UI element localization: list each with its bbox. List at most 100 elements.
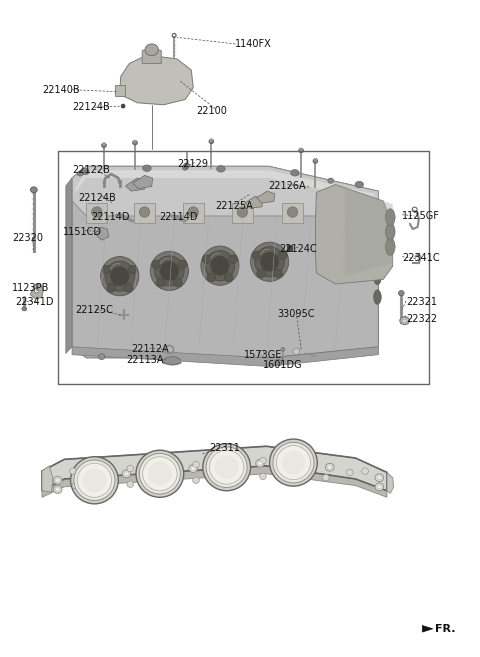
Ellipse shape xyxy=(136,450,184,497)
Ellipse shape xyxy=(229,255,238,263)
Text: 22140B: 22140B xyxy=(42,85,80,95)
Text: 22114D: 22114D xyxy=(159,212,197,222)
Ellipse shape xyxy=(327,465,332,469)
Ellipse shape xyxy=(74,460,115,501)
Ellipse shape xyxy=(260,457,266,464)
Polygon shape xyxy=(30,284,43,299)
Ellipse shape xyxy=(56,487,60,491)
Ellipse shape xyxy=(53,486,62,493)
Ellipse shape xyxy=(362,468,368,474)
Text: 1140FX: 1140FX xyxy=(235,39,272,49)
Ellipse shape xyxy=(160,261,179,281)
Polygon shape xyxy=(75,170,374,201)
Ellipse shape xyxy=(377,476,382,480)
Ellipse shape xyxy=(132,141,137,145)
Text: FR.: FR. xyxy=(435,624,455,635)
Ellipse shape xyxy=(270,439,317,486)
Ellipse shape xyxy=(207,273,216,282)
Text: 22125A: 22125A xyxy=(215,200,253,210)
Ellipse shape xyxy=(373,230,381,244)
Ellipse shape xyxy=(201,246,239,285)
Ellipse shape xyxy=(385,223,395,240)
Polygon shape xyxy=(345,188,393,276)
Ellipse shape xyxy=(102,143,106,146)
Text: 22126A: 22126A xyxy=(269,181,306,191)
Ellipse shape xyxy=(257,269,265,278)
Ellipse shape xyxy=(127,481,133,487)
Ellipse shape xyxy=(314,158,317,162)
Ellipse shape xyxy=(205,251,235,281)
Polygon shape xyxy=(132,175,153,189)
Ellipse shape xyxy=(355,181,364,188)
Ellipse shape xyxy=(237,207,248,217)
Polygon shape xyxy=(42,446,387,491)
Text: 22311: 22311 xyxy=(209,443,240,453)
Ellipse shape xyxy=(216,166,225,172)
Ellipse shape xyxy=(373,251,381,265)
Ellipse shape xyxy=(143,165,151,171)
Text: 1573GE: 1573GE xyxy=(244,350,282,359)
Bar xyxy=(287,245,291,251)
Polygon shape xyxy=(120,55,193,104)
Ellipse shape xyxy=(255,247,284,277)
Polygon shape xyxy=(422,625,433,632)
Ellipse shape xyxy=(102,265,111,274)
Ellipse shape xyxy=(215,455,239,479)
Polygon shape xyxy=(387,472,394,493)
Ellipse shape xyxy=(77,171,83,176)
Polygon shape xyxy=(42,466,387,497)
Polygon shape xyxy=(66,178,72,353)
Text: 22124C: 22124C xyxy=(279,244,317,254)
Polygon shape xyxy=(72,166,378,358)
Ellipse shape xyxy=(129,265,137,274)
Ellipse shape xyxy=(202,255,211,263)
Ellipse shape xyxy=(203,443,251,491)
Ellipse shape xyxy=(275,359,281,365)
Ellipse shape xyxy=(287,207,298,217)
Ellipse shape xyxy=(35,288,39,293)
Ellipse shape xyxy=(323,474,329,481)
Ellipse shape xyxy=(281,451,305,474)
Ellipse shape xyxy=(210,256,229,275)
Text: 22113A: 22113A xyxy=(126,355,164,365)
Polygon shape xyxy=(125,178,145,191)
Ellipse shape xyxy=(179,260,187,269)
Polygon shape xyxy=(282,203,303,223)
Ellipse shape xyxy=(375,474,384,482)
Ellipse shape xyxy=(290,170,299,176)
Ellipse shape xyxy=(251,242,288,281)
Text: 22100: 22100 xyxy=(196,106,227,116)
Ellipse shape xyxy=(385,209,395,226)
Ellipse shape xyxy=(273,442,314,483)
Ellipse shape xyxy=(92,207,102,217)
Polygon shape xyxy=(257,191,275,203)
Text: 22341D: 22341D xyxy=(16,298,54,307)
Ellipse shape xyxy=(210,139,213,142)
Ellipse shape xyxy=(124,284,132,292)
Ellipse shape xyxy=(299,148,303,153)
Ellipse shape xyxy=(260,252,279,271)
Ellipse shape xyxy=(281,348,285,351)
Ellipse shape xyxy=(328,178,334,183)
Ellipse shape xyxy=(174,279,182,287)
Text: 1151CD: 1151CD xyxy=(62,227,101,237)
Text: 33095C: 33095C xyxy=(277,309,315,319)
Text: 22321: 22321 xyxy=(406,298,437,307)
Text: 22124B: 22124B xyxy=(79,193,117,202)
Ellipse shape xyxy=(53,476,62,484)
Text: 1601DG: 1601DG xyxy=(263,360,302,370)
Polygon shape xyxy=(134,203,155,223)
Ellipse shape xyxy=(31,187,37,193)
Polygon shape xyxy=(95,227,109,240)
Text: 22112A: 22112A xyxy=(131,344,169,354)
Ellipse shape xyxy=(209,139,214,144)
Ellipse shape xyxy=(71,457,118,504)
Ellipse shape xyxy=(276,445,311,480)
Ellipse shape xyxy=(206,447,247,487)
Ellipse shape xyxy=(56,478,60,482)
Ellipse shape xyxy=(124,472,129,476)
Polygon shape xyxy=(245,196,263,208)
Ellipse shape xyxy=(347,469,353,476)
Ellipse shape xyxy=(256,459,264,467)
Ellipse shape xyxy=(122,470,131,478)
